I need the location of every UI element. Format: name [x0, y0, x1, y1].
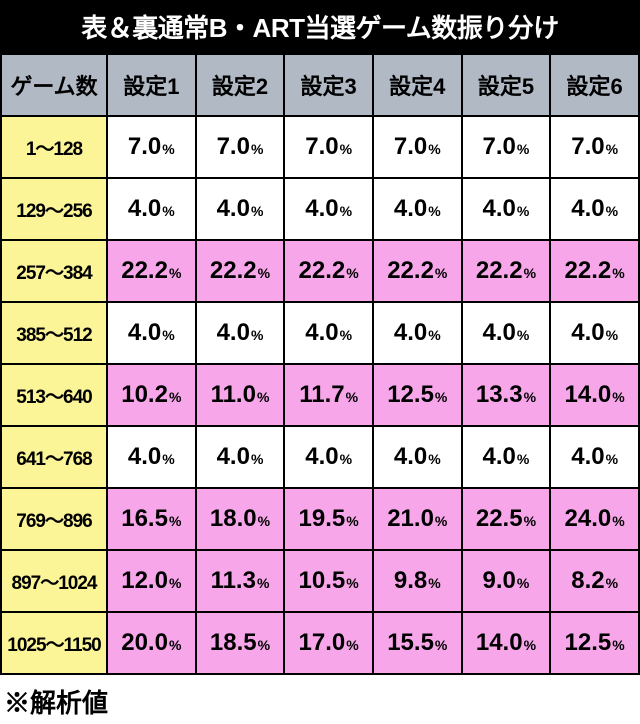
cell-value: 12.0% [107, 550, 196, 612]
cell-value: 9.8% [373, 550, 462, 612]
cell-value: 18.5% [196, 612, 285, 674]
cell-value: 12.5% [373, 364, 462, 426]
cell-value: 11.0% [196, 364, 285, 426]
cell-value: 19.5% [284, 488, 373, 550]
row-label: 129～256 [1, 178, 107, 240]
row-label: 385～512 [1, 302, 107, 364]
cell-value: 18.0% [196, 488, 285, 550]
cell-value: 4.0% [550, 178, 639, 240]
cell-value: 22.5% [462, 488, 551, 550]
cell-value: 4.0% [284, 426, 373, 488]
table-body: 1～1287.0%7.0%7.0%7.0%7.0%7.0%129～2564.0%… [1, 116, 639, 674]
cell-value: 22.2% [284, 240, 373, 302]
row-label: 641～768 [1, 426, 107, 488]
table-row: 897～102412.0%11.3%10.5%9.8%9.0%8.2% [1, 550, 639, 612]
cell-value: 4.0% [550, 302, 639, 364]
cell-value: 22.2% [107, 240, 196, 302]
cell-value: 15.5% [373, 612, 462, 674]
cell-value: 12.5% [550, 612, 639, 674]
table-row: 257～38422.2%22.2%22.2%22.2%22.2%22.2% [1, 240, 639, 302]
cell-value: 10.2% [107, 364, 196, 426]
row-label: 1～128 [1, 116, 107, 178]
cell-value: 4.0% [284, 302, 373, 364]
cell-value: 4.0% [462, 178, 551, 240]
cell-value: 4.0% [284, 178, 373, 240]
cell-value: 8.2% [550, 550, 639, 612]
cell-value: 14.0% [462, 612, 551, 674]
col-header-setting-3: 設定3 [284, 54, 373, 116]
cell-value: 4.0% [196, 178, 285, 240]
cell-value: 14.0% [550, 364, 639, 426]
row-label: 513～640 [1, 364, 107, 426]
footnote: ※解析値 [0, 675, 640, 724]
cell-value: 11.3% [196, 550, 285, 612]
cell-value: 4.0% [462, 302, 551, 364]
row-label: 897～1024 [1, 550, 107, 612]
cell-value: 16.5% [107, 488, 196, 550]
table-row: 641～7684.0%4.0%4.0%4.0%4.0%4.0% [1, 426, 639, 488]
table-row: 385～5124.0%4.0%4.0%4.0%4.0%4.0% [1, 302, 639, 364]
table-title: 表＆裏通常B・ART当選ゲーム数振り分け [0, 0, 640, 53]
col-header-setting-2: 設定2 [196, 54, 285, 116]
col-header-setting-5: 設定5 [462, 54, 551, 116]
cell-value: 22.2% [462, 240, 551, 302]
cell-value: 4.0% [373, 426, 462, 488]
table-row: 1～1287.0%7.0%7.0%7.0%7.0%7.0% [1, 116, 639, 178]
cell-value: 24.0% [550, 488, 639, 550]
table-row: 513～64010.2%11.0%11.7%12.5%13.3%14.0% [1, 364, 639, 426]
row-label: 769～896 [1, 488, 107, 550]
col-header-game: ゲーム数 [1, 54, 107, 116]
cell-value: 9.0% [462, 550, 551, 612]
cell-value: 22.2% [196, 240, 285, 302]
cell-value: 4.0% [107, 178, 196, 240]
cell-value: 17.0% [284, 612, 373, 674]
cell-value: 20.0% [107, 612, 196, 674]
cell-value: 7.0% [196, 116, 285, 178]
table-row: 129～2564.0%4.0%4.0%4.0%4.0%4.0% [1, 178, 639, 240]
cell-value: 21.0% [373, 488, 462, 550]
cell-value: 11.7% [284, 364, 373, 426]
cell-value: 4.0% [462, 426, 551, 488]
col-header-setting-1: 設定1 [107, 54, 196, 116]
cell-value: 7.0% [284, 116, 373, 178]
cell-value: 4.0% [373, 178, 462, 240]
row-label: 1025～1150 [1, 612, 107, 674]
cell-value: 22.2% [550, 240, 639, 302]
cell-value: 22.2% [373, 240, 462, 302]
table-header-row: ゲーム数設定1設定2設定3設定4設定5設定6 [1, 54, 639, 116]
cell-value: 4.0% [107, 426, 196, 488]
cell-value: 13.3% [462, 364, 551, 426]
cell-value: 4.0% [107, 302, 196, 364]
table-row: 1025～115020.0%18.5%17.0%15.5%14.0%12.5% [1, 612, 639, 674]
col-header-setting-6: 設定6 [550, 54, 639, 116]
table-container: 表＆裏通常B・ART当選ゲーム数振り分け ゲーム数設定1設定2設定3設定4設定5… [0, 0, 640, 724]
cell-value: 10.5% [284, 550, 373, 612]
cell-value: 4.0% [196, 302, 285, 364]
cell-value: 4.0% [550, 426, 639, 488]
cell-value: 4.0% [373, 302, 462, 364]
col-header-setting-4: 設定4 [373, 54, 462, 116]
table-row: 769～89616.5%18.0%19.5%21.0%22.5%24.0% [1, 488, 639, 550]
cell-value: 4.0% [196, 426, 285, 488]
cell-value: 7.0% [462, 116, 551, 178]
cell-value: 7.0% [550, 116, 639, 178]
cell-value: 7.0% [373, 116, 462, 178]
row-label: 257～384 [1, 240, 107, 302]
distribution-table: ゲーム数設定1設定2設定3設定4設定5設定6 1～1287.0%7.0%7.0%… [0, 53, 640, 675]
cell-value: 7.0% [107, 116, 196, 178]
